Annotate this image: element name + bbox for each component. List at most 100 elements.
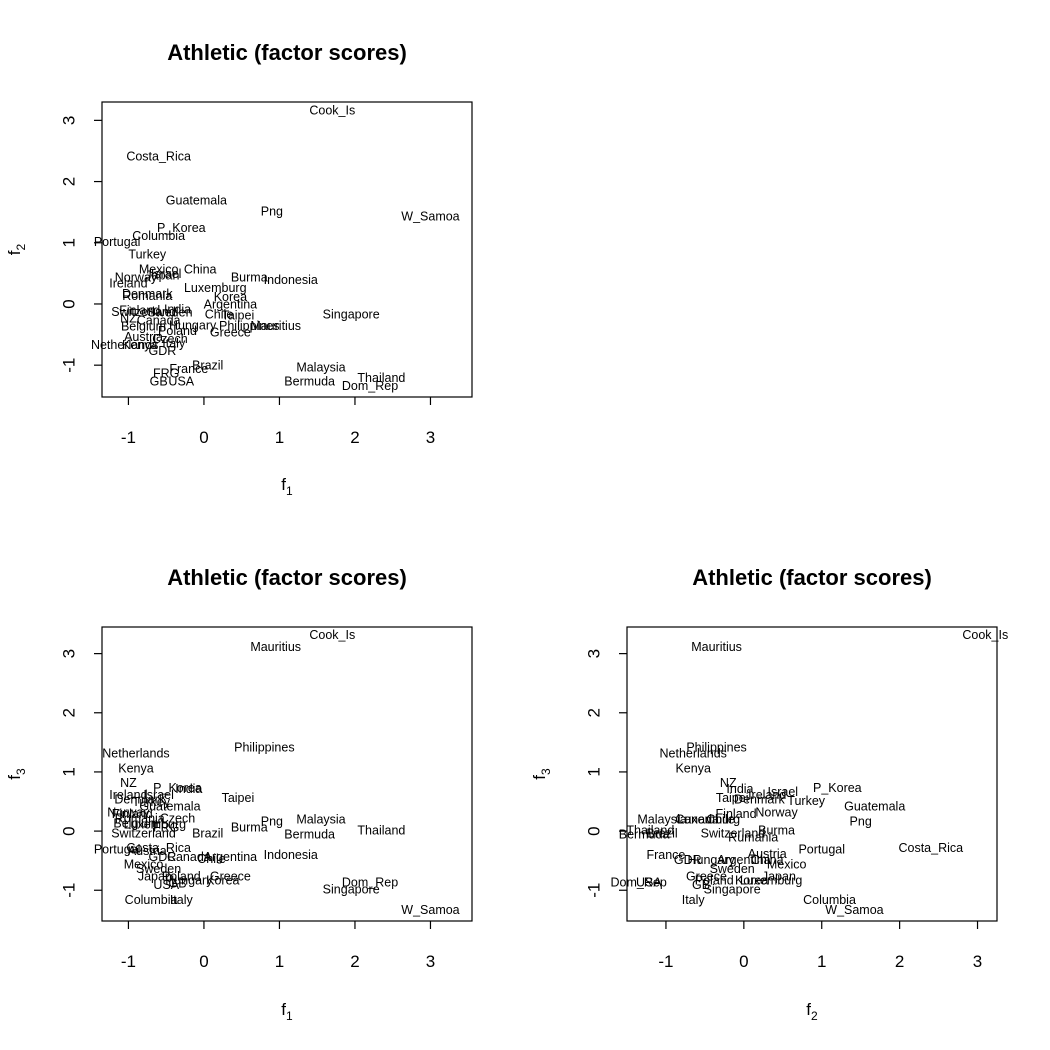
point-label: Sweden (136, 862, 181, 876)
point-label: Costa_Rica (126, 149, 191, 163)
point-label: Rumania (728, 830, 778, 844)
point-label: Luxemburg (124, 817, 187, 831)
y-tick-label: 1 (59, 238, 78, 247)
point-label: Mexico (124, 858, 164, 872)
point-label: P_Korea (157, 221, 206, 235)
point-label: Kenya (118, 761, 153, 775)
x-tick-label: 2 (350, 952, 359, 971)
point-label: Turkey (132, 795, 170, 809)
y-tick-label: -1 (59, 358, 78, 373)
point-label: Italy (682, 893, 706, 907)
point-label: Brazil (646, 826, 677, 840)
point-label: Sweden (147, 305, 192, 319)
point-label: Czech (160, 812, 195, 826)
y-tick-label: 3 (584, 649, 603, 658)
point-label: Netherlands (91, 338, 158, 352)
point-label: Denmark (122, 287, 173, 301)
point-label: Burma (758, 823, 795, 837)
point-label: Turkey (128, 247, 166, 261)
y-tick-label: -1 (584, 883, 603, 898)
point-label: Turkey (787, 794, 825, 808)
point-label: Korea (214, 290, 247, 304)
point-label: USA (153, 878, 179, 892)
point-label: Portugal (798, 842, 845, 856)
point-label: Bermuda (284, 828, 335, 842)
point-label: Denmark (734, 793, 785, 807)
point-label: Poland (162, 870, 201, 884)
point-label: Guatemala (139, 800, 200, 814)
point-label: Guatemala (844, 800, 905, 814)
y-axis-label: f3 (5, 768, 28, 780)
point-label: Mauritius (250, 640, 301, 654)
point-label: Switzerland (111, 305, 176, 319)
point-label: Sweden (710, 862, 755, 876)
y-axis-label-subscript: 3 (539, 768, 553, 775)
y-tick-label: 2 (59, 177, 78, 186)
point-label: Thailand (357, 823, 405, 837)
point-label: Mauritius (250, 319, 301, 333)
point-label: Korea (206, 874, 239, 888)
point-label: Cook_Is (309, 103, 355, 117)
point-label: Norway (755, 806, 798, 820)
point-label: Italy (170, 893, 194, 907)
point-label: Columbia (132, 229, 185, 243)
point-label: Netherlands (660, 746, 727, 760)
point-label: France (169, 362, 208, 376)
point-label: W_Samoa (401, 903, 459, 917)
x-tick-label: -1 (121, 952, 136, 971)
point-label: P_Korea (813, 781, 862, 795)
point-label: Brazil (192, 826, 223, 840)
point-label: P_Korea (153, 781, 202, 795)
point-label: Canada (167, 850, 211, 864)
x-axis-label: f1 (281, 475, 293, 498)
y-axis-label: f3 (530, 768, 553, 780)
point-label: Chile (197, 852, 226, 866)
point-label: Romania (122, 289, 172, 303)
point-label: Singapore (323, 883, 380, 897)
point-label: Mexico (767, 858, 807, 872)
x-axis-label-subscript: 2 (811, 1009, 818, 1023)
y-axis-label-subscript: 2 (14, 243, 28, 250)
x-tick-label: 1 (817, 952, 826, 971)
x-tick-label: 3 (426, 428, 435, 447)
point-label: GDR (149, 344, 177, 358)
point-label: Dom_Rep (611, 875, 667, 889)
point-label: Canada (675, 813, 719, 827)
point-label: Romania (115, 812, 165, 826)
x-axis-label-subscript: 1 (286, 484, 293, 498)
chart-title: Athletic (factor scores) (167, 565, 407, 590)
point-label: Ireland (748, 788, 786, 802)
point-label: Israel (151, 267, 182, 281)
x-tick-label: 0 (199, 952, 208, 971)
point-label: Singapore (323, 307, 380, 321)
point-label: Indonesia (264, 273, 318, 287)
x-tick-label: -1 (121, 428, 136, 447)
plot-frame (101, 101, 473, 398)
y-tick-label: 0 (584, 826, 603, 835)
x-tick-label: 0 (199, 428, 208, 447)
point-label: Finland (119, 304, 160, 318)
point-label: Taipei (716, 791, 749, 805)
scatter-panel-2: Athletic (factor scores) -1 0 1 2 3 -1 0 1 2 3 f1 f3… (5, 565, 473, 1023)
point-label: Taipei (222, 791, 255, 805)
point-label: Costa_Rica (898, 841, 963, 855)
point-label: GB (168, 877, 186, 891)
point-label: FRG (153, 367, 179, 381)
plot-frame (101, 626, 473, 922)
point-label: Finland (112, 807, 153, 821)
point-label: Korea (735, 874, 768, 888)
x-tick-label: 3 (426, 952, 435, 971)
point-label: Ireland (109, 277, 147, 291)
point-label: Chile (706, 813, 735, 827)
point-label: W_Samoa (825, 903, 883, 917)
point-label: Burma (231, 271, 268, 285)
point-label: Cook_Is (962, 628, 1008, 642)
point-label: Portugal (94, 842, 141, 856)
point-label: W_Samoa (401, 209, 459, 223)
y-tick-label: 1 (584, 767, 603, 776)
point-label: GDR (674, 853, 702, 867)
point-label: GDR (149, 850, 177, 864)
point-label: Mexico (139, 263, 179, 277)
point-label: Canada (137, 313, 181, 327)
